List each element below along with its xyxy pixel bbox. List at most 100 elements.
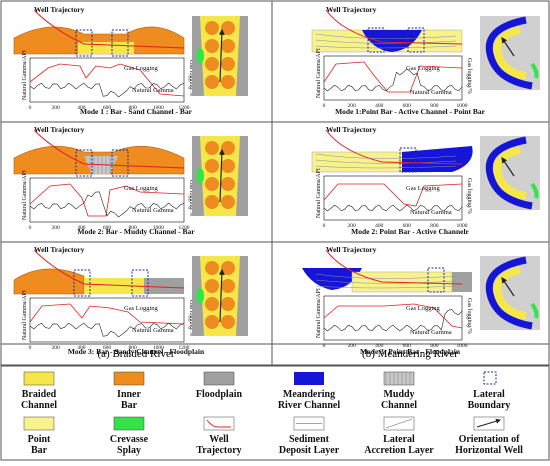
map-inner-bar — [205, 297, 219, 311]
natural-gamma-label: Natural Gamma — [410, 209, 452, 216]
natural-gamma-label: Natural Gamma — [410, 89, 452, 96]
x-tick-label: 200 — [52, 225, 61, 231]
well-trajectory-line — [325, 9, 463, 45]
y-axis-label-right: Gas logging/% — [466, 58, 472, 94]
x-tick-label: 1200 — [179, 345, 190, 351]
x-tick-label: 800 — [430, 223, 439, 229]
x-tick-label: 600 — [403, 223, 412, 229]
map-crevasse-splay — [530, 62, 539, 79]
orientation-arrow — [501, 277, 515, 297]
map-inner-bar — [221, 57, 235, 71]
legend-label: Deposit Layer — [279, 445, 340, 456]
y-axis-label-right: Gas logging/% — [188, 60, 194, 96]
mode-title: Mode 1:Point Bar - Active Channel - Poin… — [335, 107, 486, 116]
map-inner-bar — [205, 177, 219, 191]
map-inner-bar — [205, 57, 219, 71]
map-inner-bar — [205, 21, 219, 35]
legend-label: Well — [209, 434, 229, 445]
x-tick-label: 200 — [347, 343, 356, 349]
legend-label: Crevasse — [110, 434, 149, 445]
well-trajectory-swatch-box — [203, 416, 235, 431]
legend-frame — [0, 365, 550, 461]
caption-meandering: (b) Meandering River — [362, 348, 458, 360]
legend-label: Orientation of — [459, 434, 520, 445]
legend-label: Lateral — [473, 389, 505, 400]
legend-label: Accretion Layer — [364, 445, 434, 456]
caption-braided: (a) Braided River — [98, 348, 175, 360]
x-tick-label: 1200 — [179, 105, 190, 111]
legend-label: Sediment — [289, 434, 330, 445]
meandering-channel-swatch — [294, 372, 324, 385]
y-axis-label-right: Gas logging/% — [188, 300, 194, 336]
gas-logging-label: Gas Logging — [406, 65, 441, 72]
lateral-boundary-box — [111, 149, 129, 177]
mode-title: Mode 3: Point Bar - Floodplain — [360, 347, 461, 356]
well-trajectory-label: Well Trajectory — [34, 5, 85, 14]
map-inner-bar — [205, 39, 219, 53]
legend-label: Horizontal Well — [455, 445, 523, 456]
legend-label: Muddy — [383, 389, 414, 400]
gas-logging-curve — [29, 303, 185, 325]
x-tick-label: 0 — [29, 225, 32, 231]
x-tick-label: 800 — [129, 105, 138, 111]
lateral-boundary-box — [75, 149, 93, 177]
natural-gamma-curve — [29, 82, 185, 98]
gas-logging-curve — [323, 303, 463, 329]
natural-gamma-label: Natural Gamma — [132, 207, 174, 214]
map-crevasse-splay — [196, 48, 204, 64]
natural-gamma-curve — [323, 309, 463, 332]
legend-label: Boundary — [468, 400, 511, 411]
well-trajectory-swatch — [206, 419, 231, 428]
map-point-bar — [493, 266, 527, 320]
lateral-boundary-box — [131, 269, 149, 297]
map-inner-bar — [221, 21, 235, 35]
x-tick-label: 200 — [347, 103, 356, 109]
orientation-arrow — [218, 28, 225, 83]
x-tick-label: 1200 — [179, 225, 190, 231]
x-tick-label: 0 — [323, 343, 326, 349]
map-point-bar — [493, 26, 527, 80]
orientation-arrow — [501, 157, 515, 177]
well-trajectory-line — [325, 249, 463, 285]
floodplain-section — [452, 272, 472, 292]
well-trajectory-label: Well Trajectory — [326, 5, 377, 14]
lateral-boundary-box — [407, 27, 425, 53]
map-inner-bar — [205, 141, 219, 155]
lateral-boundary-swatch — [483, 371, 497, 385]
mode-title: Mode 2: Bar - Muddy Channel - Bar — [77, 227, 195, 236]
lateral-boundary-box — [75, 29, 93, 57]
mode-title: Mode 2: Point Bar - Active Channelr — [351, 227, 469, 236]
x-tick-label: 1000 — [153, 105, 164, 111]
x-tick-label: 200 — [52, 345, 61, 351]
map-meander-channel — [485, 136, 533, 210]
well-trajectory-label: Well Trajectory — [326, 245, 377, 254]
gas-logging-curve — [323, 183, 463, 207]
well-trajectory-line — [325, 129, 463, 165]
panel-frame — [0, 0, 550, 366]
gas-logging-curve — [29, 63, 185, 97]
braided-channel-swatch — [23, 371, 55, 386]
x-tick-label: 400 — [77, 345, 86, 351]
log-plot-frame — [323, 295, 463, 341]
x-tick-label: 400 — [375, 103, 384, 109]
y-axis-label-right: Gas logging/% — [466, 178, 472, 214]
map-inner-bar — [221, 39, 235, 53]
gas-logging-label: Gas Logging — [124, 185, 159, 192]
gas-logging-label: Gas Logging — [406, 185, 441, 192]
accretion-layer-line — [385, 418, 413, 429]
natural-gamma-label: Natural Gamma — [132, 87, 174, 94]
map-inner-bar — [221, 195, 235, 209]
map-inner-bar — [205, 195, 219, 209]
x-tick-label: 1000 — [153, 345, 164, 351]
well-trajectory-line — [33, 9, 185, 49]
legend-label: Point — [28, 434, 51, 445]
legend-label: Inner — [117, 389, 141, 400]
lateral-boundary-box — [73, 269, 91, 297]
floodplain-swatch — [203, 371, 235, 386]
accretion-line — [315, 45, 457, 49]
x-tick-label: 200 — [347, 223, 356, 229]
